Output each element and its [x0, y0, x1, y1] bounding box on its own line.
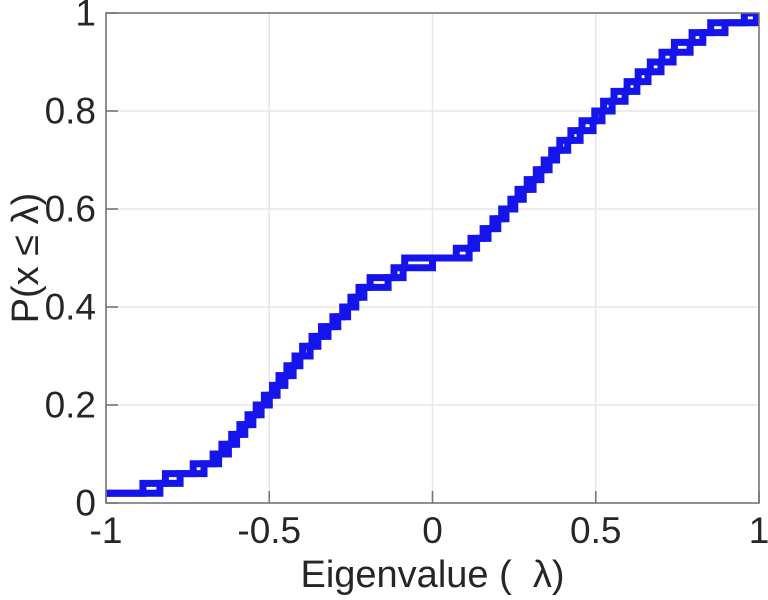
y-tick-label: 0.8 [44, 90, 96, 132]
x-tick-label: -0.5 [237, 510, 302, 551]
ecdf-stairs-1 [106, 13, 759, 497]
y-tick-label: 0 [75, 482, 96, 524]
y-tick-label: 1 [75, 0, 96, 34]
ecdf-stairs-2 [106, 13, 759, 497]
x-tick-label: 1 [748, 510, 768, 551]
y-axis-label: P(x ≤ λ) [5, 192, 47, 324]
x-axis-label: Eigenvalue ( λ) [300, 554, 565, 596]
x-tick-label: 0.5 [570, 510, 622, 551]
y-tick-label: 0.2 [44, 384, 96, 426]
y-tick-label: 0.6 [44, 188, 96, 230]
x-tick-label: -1 [89, 510, 123, 551]
x-tick-label: 0 [422, 510, 443, 551]
y-tick-label: 0.4 [44, 286, 96, 328]
